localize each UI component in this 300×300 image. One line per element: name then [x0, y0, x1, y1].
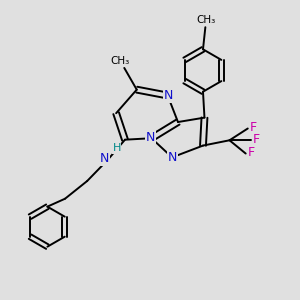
- Text: F: F: [248, 146, 255, 159]
- Text: N: N: [100, 152, 109, 165]
- Text: F: F: [252, 133, 260, 146]
- Text: N: N: [146, 131, 156, 144]
- Text: CH₃: CH₃: [196, 15, 216, 25]
- Text: CH₃: CH₃: [110, 56, 130, 67]
- Text: H: H: [112, 143, 121, 153]
- Text: N: N: [168, 152, 177, 164]
- Text: F: F: [250, 122, 256, 134]
- Text: N: N: [164, 89, 173, 102]
